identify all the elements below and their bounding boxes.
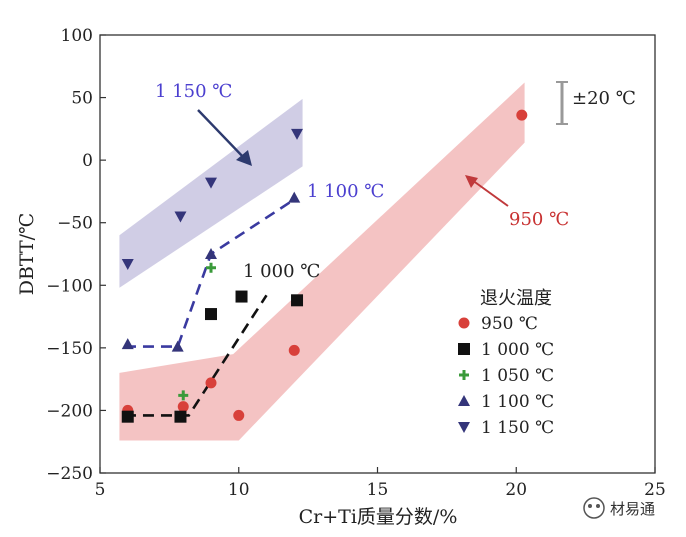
annotation-950: 950 ℃ [509, 209, 569, 230]
band-1150 [119, 98, 303, 288]
x-tick-label: 20 [505, 480, 527, 500]
watermark-text: 材易通 [610, 500, 655, 518]
data-point-triangle-up [205, 248, 217, 259]
legend-label: 1 000 ℃ [481, 340, 554, 360]
y-tick-label: −50 [57, 214, 93, 234]
data-point-square [291, 294, 304, 307]
legend: 退火温度 950 ℃ 1 000 ℃ 1 050 ℃ 1 100 ℃ 1 150 ℃ [458, 288, 554, 438]
data-point-circle [177, 401, 189, 413]
trend-lines [124, 196, 298, 417]
legend-label: 950 ℃ [481, 314, 538, 334]
data-point-plus [206, 262, 216, 273]
data-point-square [235, 290, 248, 303]
data-point-square [205, 308, 217, 321]
arrow-1150-head [236, 150, 252, 166]
data-point-plus [178, 390, 189, 401]
trend-line-1100 [124, 196, 298, 348]
x-tick-label: 25 [644, 480, 666, 500]
y-tick-label: −200 [46, 401, 93, 421]
data-point-triangle-up [121, 338, 134, 350]
arrow-950-head [465, 175, 478, 188]
data-point-triangle-down [121, 259, 134, 271]
legend-marker-plus [459, 370, 469, 380]
y-tick-label: 0 [82, 151, 93, 171]
data-point-circle [233, 409, 245, 421]
legend-marker-triangle-down [458, 422, 470, 433]
x-tick-label: 5 [95, 480, 106, 500]
watermark-icon-dot [588, 504, 592, 508]
data-point-triangle-up [171, 340, 184, 352]
y-tick-label: −150 [46, 339, 93, 359]
legend-label: 1 050 ℃ [481, 366, 554, 386]
watermark: 材易通 [583, 497, 655, 519]
data-point-square [121, 410, 134, 423]
trend-line-1000 [124, 294, 268, 417]
legend-marker-circle [458, 317, 470, 329]
watermark-icon [583, 497, 605, 519]
data-point-triangle-up [288, 191, 301, 203]
watermark-icon-dot [596, 504, 600, 508]
arrow-950-line [471, 179, 509, 207]
legend-marker-triangle-up [458, 395, 470, 406]
annotation-arrows [197, 109, 509, 207]
legend-label: 1 150 ℃ [481, 418, 554, 438]
band-950 [119, 82, 525, 441]
data-point-circle [516, 109, 528, 121]
legend-title: 退火温度 [480, 288, 552, 309]
data-point-circle [205, 377, 217, 389]
y-tick-label: −250 [46, 464, 93, 484]
y-tick-label: −100 [46, 276, 93, 296]
x-axis-label: Cr+Ti质量分数/% [299, 506, 458, 528]
y-axis-label: DBTT/℃ [16, 213, 38, 296]
legend-label: 1 100 ℃ [481, 392, 554, 412]
data-point-square [174, 410, 187, 423]
arrow-1150-line [197, 109, 247, 161]
annotation-error-bar: ±20 ℃ [572, 88, 636, 109]
data-points [121, 109, 528, 423]
shaded-bands [119, 82, 525, 441]
data-point-circle [288, 344, 300, 356]
y-tick-label: 100 [61, 26, 93, 46]
data-point-triangle-down [291, 128, 304, 140]
y-tick-label: 50 [71, 89, 93, 109]
x-tick-label: 15 [367, 480, 389, 500]
legend-marker-square [458, 343, 470, 355]
data-point-triangle-down [205, 177, 217, 189]
x-tick-label: 10 [228, 480, 250, 500]
y-axis-ticks: 100 50 0 −50 −100 −150 −200 −250 [46, 26, 106, 484]
error-bar-indicator [556, 81, 568, 125]
annotation-1150: 1 150 ℃ [155, 81, 232, 102]
data-point-triangle-down [174, 211, 187, 223]
x-axis-ticks: 5 10 15 20 25 [95, 467, 666, 500]
annotation-1000: 1 000 ℃ [243, 261, 320, 282]
annotation-1100: 1 100 ℃ [307, 181, 384, 202]
